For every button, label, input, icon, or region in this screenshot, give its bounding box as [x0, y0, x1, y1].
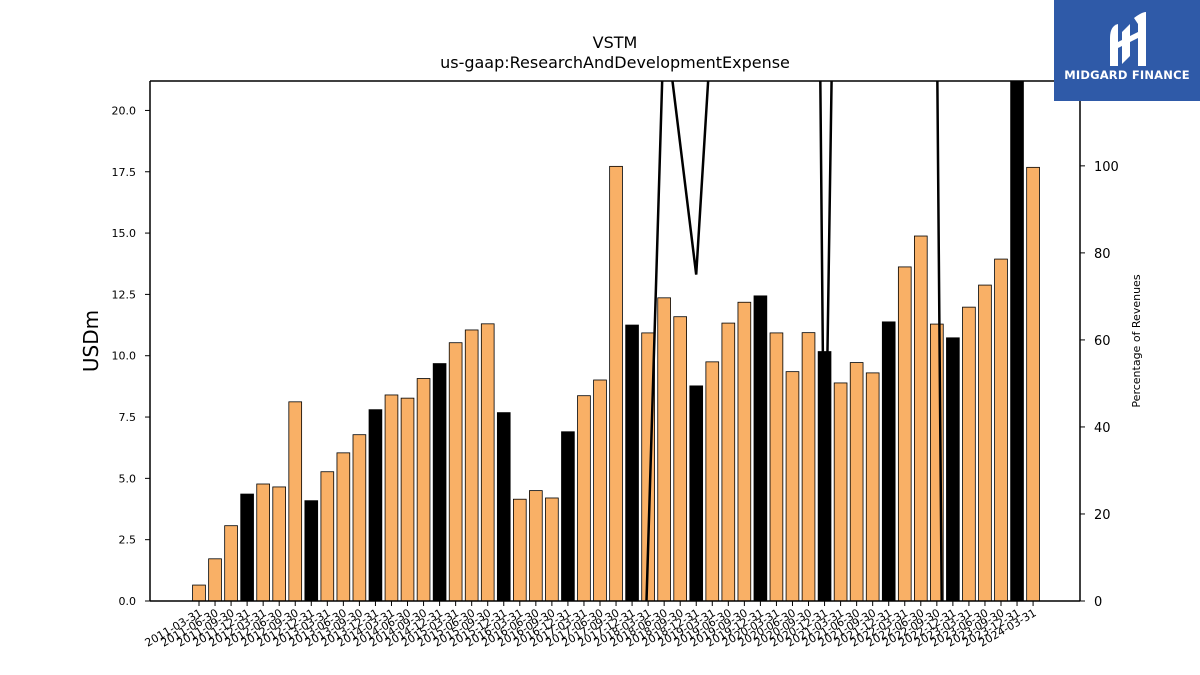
bar-2020-06-30 [785, 371, 800, 602]
y-tick-label: 7.5 [119, 411, 137, 424]
bar-2017-12-31 [625, 324, 639, 602]
bar-2011-09-30 [224, 525, 238, 602]
y-tick-label: 0.0 [119, 595, 137, 608]
bar-2022-03-31 [897, 266, 912, 602]
bar-2020-09-30 [801, 332, 816, 602]
bar-2016-03-31 [513, 498, 527, 602]
bar-2018-06-30 [657, 297, 671, 602]
bar-2016-12-31 [561, 431, 575, 602]
y-axis-label: USDm [79, 310, 103, 372]
bar-2024-03-31 [1026, 166, 1040, 602]
bar-2017-03-31 [577, 395, 591, 602]
bar-2023-12-31 [1010, 80, 1024, 602]
bar-2019-09-30 [737, 301, 752, 602]
bar-2023-06-30 [978, 284, 992, 602]
bar-2016-09-30 [545, 497, 559, 602]
y-tick-label: 10.0 [112, 350, 137, 363]
bar-series [192, 80, 1040, 602]
bar-2018-12-31 [689, 385, 704, 602]
y-tick-label: 5.0 [119, 472, 137, 485]
y-axis-ticks: 0.0 2.5 5.0 7.5 10.0 12.5 15.0 17.5 20.0 [112, 104, 150, 608]
bar-2012-12-31 [304, 500, 319, 602]
y2-tick-label: 60 [1094, 334, 1111, 349]
bar-2014-09-30 [416, 378, 431, 602]
bar-2021-06-30 [849, 362, 864, 602]
bar-2013-09-30 [352, 434, 367, 602]
bar-2012-03-31 [256, 483, 270, 602]
bar-2023-03-31 [962, 306, 976, 602]
x-axis-ticks: 2011-03-312011-06-302011-09-302011-12-31… [143, 601, 1039, 650]
bar-2019-03-31 [705, 361, 720, 602]
y2-tick-label: 40 [1094, 421, 1111, 436]
y2-tick-label: 100 [1094, 160, 1119, 175]
percentage-line-series [645, 81, 943, 601]
bar-2013-12-31 [368, 409, 383, 602]
bar-2020-03-31 [769, 332, 784, 602]
bar-2014-06-30 [400, 397, 415, 602]
logo-text: MIDGARD FINANCE [1064, 68, 1190, 82]
bar-2015-12-31 [496, 412, 511, 602]
y2-axis-ticks: 0 20 40 60 80 100 [1080, 160, 1119, 610]
bar-2015-03-31 [448, 342, 463, 602]
bar-2015-09-30 [480, 323, 495, 602]
bar-2013-03-31 [320, 471, 335, 602]
bar-2015-06-30 [464, 329, 479, 602]
chart-subtitle: us-gaap:ResearchAndDevelopmentExpense [440, 53, 790, 72]
bar-2021-12-31 [881, 321, 896, 602]
brand-logo: MIDGARD FINANCE [1054, 0, 1200, 101]
y-tick-label: 2.5 [119, 534, 137, 547]
percentage-line [645, 81, 943, 601]
y-tick-label: 15.0 [112, 227, 137, 240]
bar-2014-12-31 [432, 363, 447, 602]
bar-2019-06-30 [721, 322, 736, 602]
chart-title: VSTM [593, 33, 638, 52]
bar-2017-06-30 [593, 379, 607, 602]
logo-mark-icon [1110, 12, 1146, 66]
bar-2013-06-30 [336, 452, 351, 602]
y-tick-label: 12.5 [112, 288, 137, 301]
bar-2021-03-31 [833, 382, 848, 602]
y2-axis-label: Percentage of Revenues [1130, 274, 1143, 407]
y-tick-label: 17.5 [112, 166, 137, 179]
bar-2012-06-30 [272, 486, 286, 602]
bar-2017-09-30 [609, 165, 623, 602]
bar-2016-06-30 [529, 490, 543, 602]
bar-2018-09-30 [673, 316, 687, 602]
bar-2012-09-30 [288, 401, 303, 602]
y2-tick-label: 80 [1094, 247, 1111, 262]
y2-tick-label: 0 [1094, 595, 1102, 610]
bar-2022-12-31 [946, 337, 960, 602]
bar-2021-09-30 [865, 372, 880, 602]
bar-2022-06-30 [914, 235, 928, 602]
bar-2011-03-31 [192, 584, 206, 602]
y-tick-label: 20.0 [112, 104, 137, 117]
bar-2011-06-30 [208, 558, 222, 602]
bar-2023-09-30 [994, 258, 1008, 602]
bar-2014-03-31 [384, 394, 399, 602]
bar-2011-12-31 [240, 493, 254, 602]
y2-tick-label: 20 [1094, 508, 1111, 523]
bar-2019-12-31 [753, 295, 768, 602]
